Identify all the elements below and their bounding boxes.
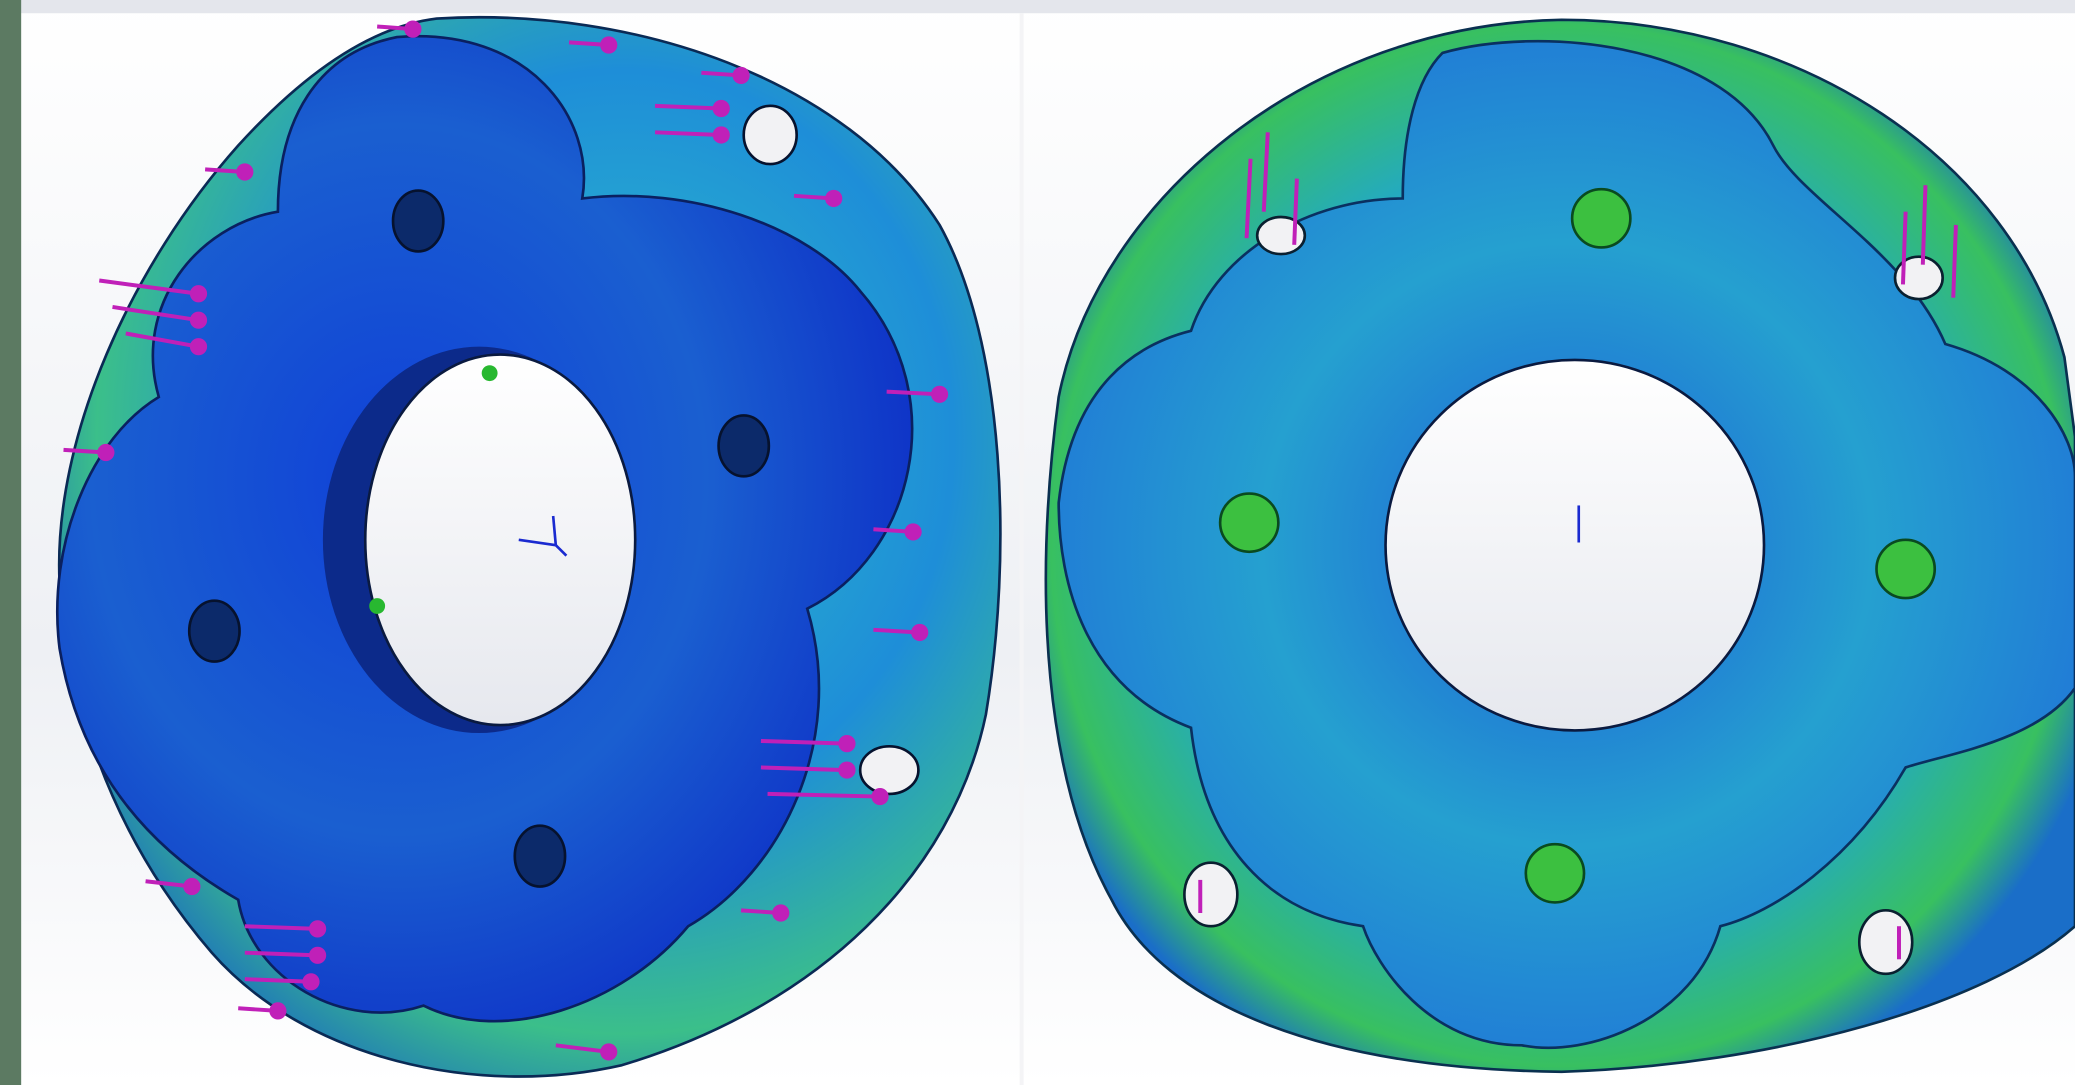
top-bar [0, 0, 2075, 13]
bolt-hole [189, 601, 239, 662]
page [0, 0, 2075, 1085]
outer-hole [744, 106, 797, 164]
outer-hole [860, 746, 918, 794]
bolt-hole [393, 191, 443, 252]
bore [365, 355, 635, 725]
bolt-head [1572, 189, 1630, 247]
right-model [1046, 20, 2075, 1072]
bolt-head [1220, 494, 1278, 552]
bore [1386, 360, 1764, 730]
bolt-head [1526, 844, 1584, 902]
fixture [369, 598, 385, 614]
bolt-head [1876, 540, 1934, 598]
bolt-hole [719, 415, 769, 476]
outer-hole [1859, 910, 1912, 974]
side-strip [0, 0, 21, 1085]
fea-screenshot [0, 0, 2075, 1085]
bolt-hole [515, 826, 565, 887]
outer-hole [1184, 863, 1237, 927]
fixture [482, 365, 498, 381]
outer-hole [1257, 217, 1305, 254]
